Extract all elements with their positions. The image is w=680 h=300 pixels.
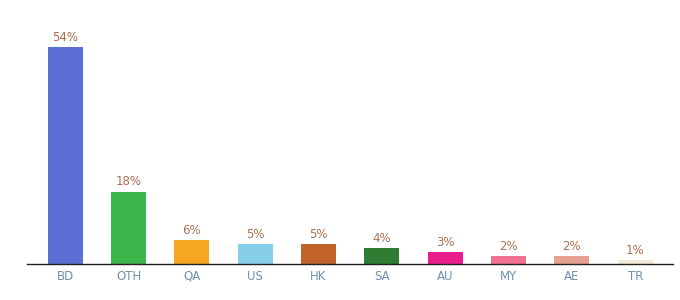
Text: 6%: 6% [182,224,201,237]
Text: 4%: 4% [373,232,391,245]
Bar [364,248,399,264]
Text: 3%: 3% [436,236,454,249]
Text: 5%: 5% [309,228,328,241]
Bar [175,240,209,264]
Text: 18%: 18% [116,176,141,188]
Bar [301,244,336,264]
Bar [428,252,462,264]
Text: 1%: 1% [626,244,645,257]
Text: 54%: 54% [52,31,78,44]
Bar [111,192,146,264]
Bar [48,47,82,264]
Bar [491,256,526,264]
Text: 2%: 2% [562,240,581,253]
Bar [618,260,653,264]
Text: 5%: 5% [246,228,265,241]
Text: 2%: 2% [499,240,518,253]
Bar [554,256,590,264]
Bar [238,244,273,264]
